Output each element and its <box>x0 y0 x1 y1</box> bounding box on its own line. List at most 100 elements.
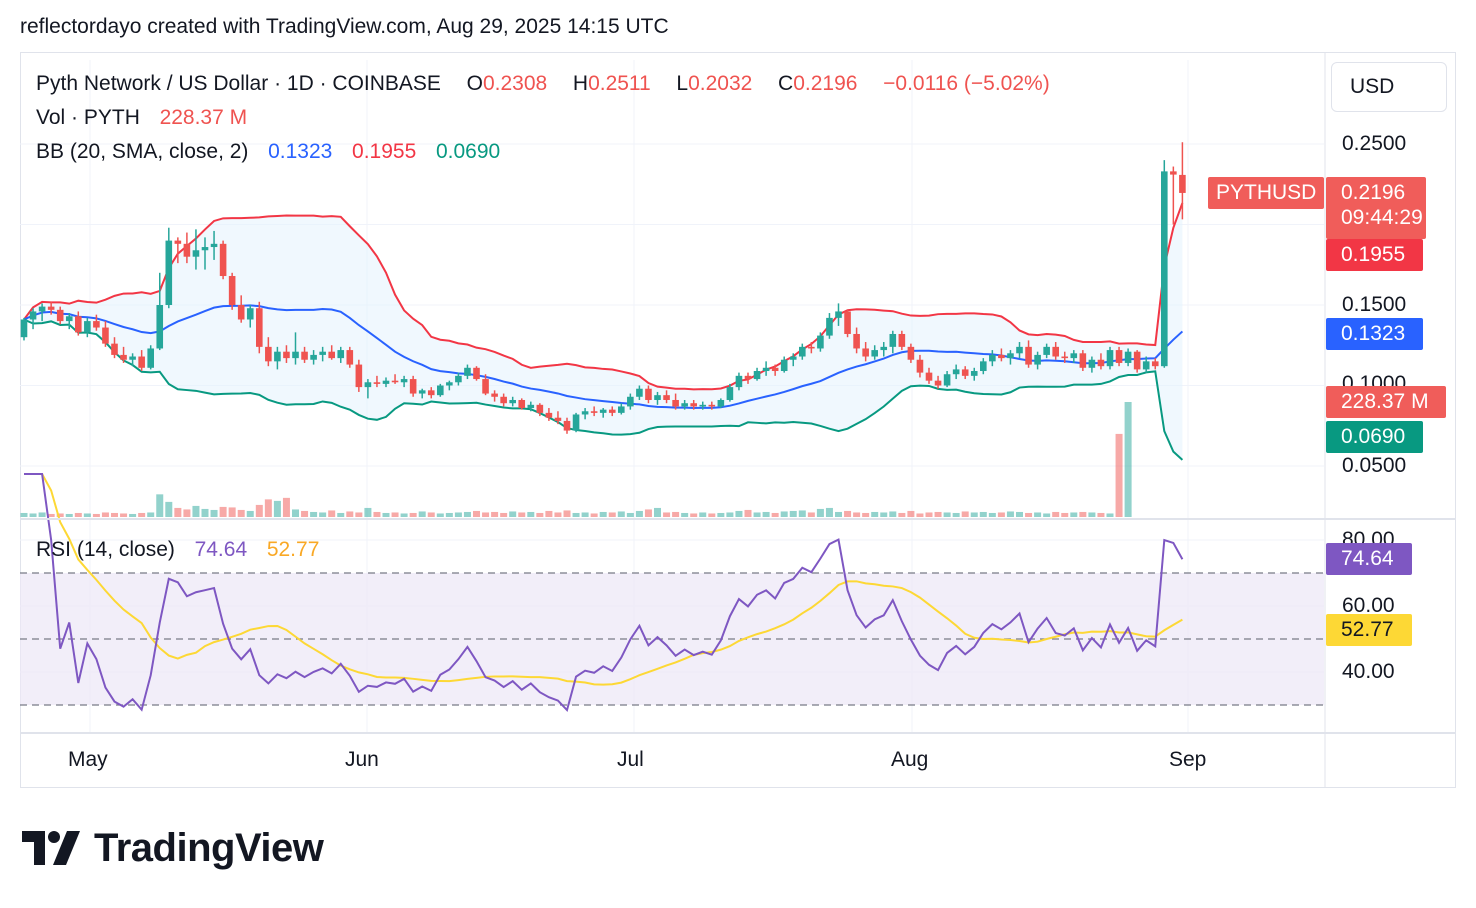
candle-body <box>310 354 317 360</box>
volume-bar <box>83 513 91 517</box>
candle-body <box>500 396 507 404</box>
volume-bar <box>979 511 987 517</box>
volume-bar <box>427 512 435 517</box>
candle-body <box>717 399 725 407</box>
candle-body <box>491 393 498 397</box>
volume-bar <box>210 509 218 517</box>
currency-button[interactable]: USD <box>1331 62 1447 112</box>
candle-body <box>726 387 734 400</box>
candle-body <box>75 316 82 333</box>
volume-bar <box>807 512 815 517</box>
volume-bar <box>961 511 969 517</box>
volume-bar <box>165 501 173 517</box>
candle-body <box>102 327 109 344</box>
rsi-value: 74.64 <box>194 538 248 561</box>
volume-bar <box>997 512 1005 517</box>
candle-body <box>563 420 571 431</box>
candle-body <box>20 319 28 338</box>
bb-upper-tag: 0.1955 <box>1326 239 1423 271</box>
volume-bar <box>1025 512 1033 517</box>
volume-tag: 228.37 M <box>1326 386 1446 418</box>
volume-bar <box>907 510 915 517</box>
volume-bar <box>789 510 797 517</box>
volume-bar <box>346 511 354 517</box>
low-label: L <box>676 72 689 95</box>
candle-body <box>147 348 154 368</box>
volume-bar <box>400 513 408 517</box>
volume-bar <box>1124 402 1132 517</box>
candle-body <box>256 308 263 347</box>
candle-body <box>1106 350 1114 367</box>
candle-body <box>129 356 136 360</box>
candle-body <box>301 351 308 360</box>
close-value: 0.2196 <box>793 72 858 95</box>
volume-legend[interactable]: Vol · PYTH 228.37 M <box>36 106 247 130</box>
volume-bar <box>473 510 480 517</box>
volume-bar <box>844 510 852 517</box>
bb-legend[interactable]: BB (20, SMA, close, 2) 0.1323 0.1955 0.0… <box>36 140 500 164</box>
volume-bar <box>56 513 64 517</box>
volume-bar <box>626 512 634 517</box>
tradingview-logo[interactable]: TradingView <box>22 826 324 870</box>
candle-body <box>989 354 996 362</box>
volume-bar <box>581 512 589 517</box>
candle-body <box>880 346 888 351</box>
candle-body <box>84 321 91 333</box>
candle-body <box>1115 350 1123 363</box>
candle-body <box>980 361 987 372</box>
volume-bar <box>753 512 761 517</box>
bb-basis-tag: 0.1323 <box>1326 318 1423 350</box>
volume-bar <box>970 512 978 517</box>
volume-bar <box>952 512 960 517</box>
price-tick-label: 0.0500 <box>1342 454 1407 477</box>
rsi-legend[interactable]: RSI (14, close) 74.64 52.77 <box>36 538 319 562</box>
volume-bar <box>916 513 924 517</box>
candle-body <box>1179 174 1186 193</box>
volume-bar <box>925 512 933 517</box>
candle-body <box>1142 361 1150 370</box>
change-value: −0.0116 (−5.02%) <box>883 72 1050 95</box>
candle-body <box>1034 354 1041 365</box>
volume-bar <box>545 510 553 517</box>
candle-body <box>780 359 788 372</box>
volume-bar <box>246 510 254 517</box>
volume-bar <box>762 511 770 517</box>
symbol-title[interactable]: Pyth Network / US Dollar · 1D · COINBASE <box>36 72 441 95</box>
candle-body <box>970 371 978 376</box>
volume-bar <box>65 513 73 517</box>
volume-bar <box>183 509 191 517</box>
candle-body <box>38 306 46 312</box>
volume-bar <box>319 512 327 517</box>
volume-bar <box>780 511 788 517</box>
volume-label: Vol · PYTH <box>36 106 140 129</box>
volume-bar <box>92 513 100 517</box>
candle-body <box>201 247 209 251</box>
candle-body <box>437 385 444 396</box>
candle-body <box>853 333 860 349</box>
ohlc-legend: Pyth Network / US Dollar · 1D · COINBASE… <box>36 72 1050 96</box>
candle-body <box>400 379 408 383</box>
volume-bar <box>255 504 263 517</box>
volume-bar <box>454 512 462 517</box>
time-tick-label: Jul <box>617 748 644 771</box>
volume-bar <box>228 507 236 517</box>
candlesticks <box>20 142 1186 434</box>
volume-bar <box>436 513 444 517</box>
candle-body <box>753 371 761 380</box>
candle-body <box>952 369 960 375</box>
volume-bar <box>798 510 806 517</box>
last-price-tag: 0.2196 09:44:29 <box>1326 177 1426 239</box>
candle-body <box>355 364 363 388</box>
candle-body <box>654 395 661 400</box>
candle-body <box>337 350 345 359</box>
candle-body <box>446 382 453 386</box>
candle-body <box>581 411 589 415</box>
low-value: 0.2032 <box>688 72 753 95</box>
rsi-line <box>24 473 1184 713</box>
candle-body <box>762 367 770 372</box>
volume-bar <box>147 512 155 517</box>
rsi-ma-tag: 52.77 <box>1326 614 1412 646</box>
volume-bar <box>572 512 580 517</box>
volume-bar <box>282 497 290 517</box>
